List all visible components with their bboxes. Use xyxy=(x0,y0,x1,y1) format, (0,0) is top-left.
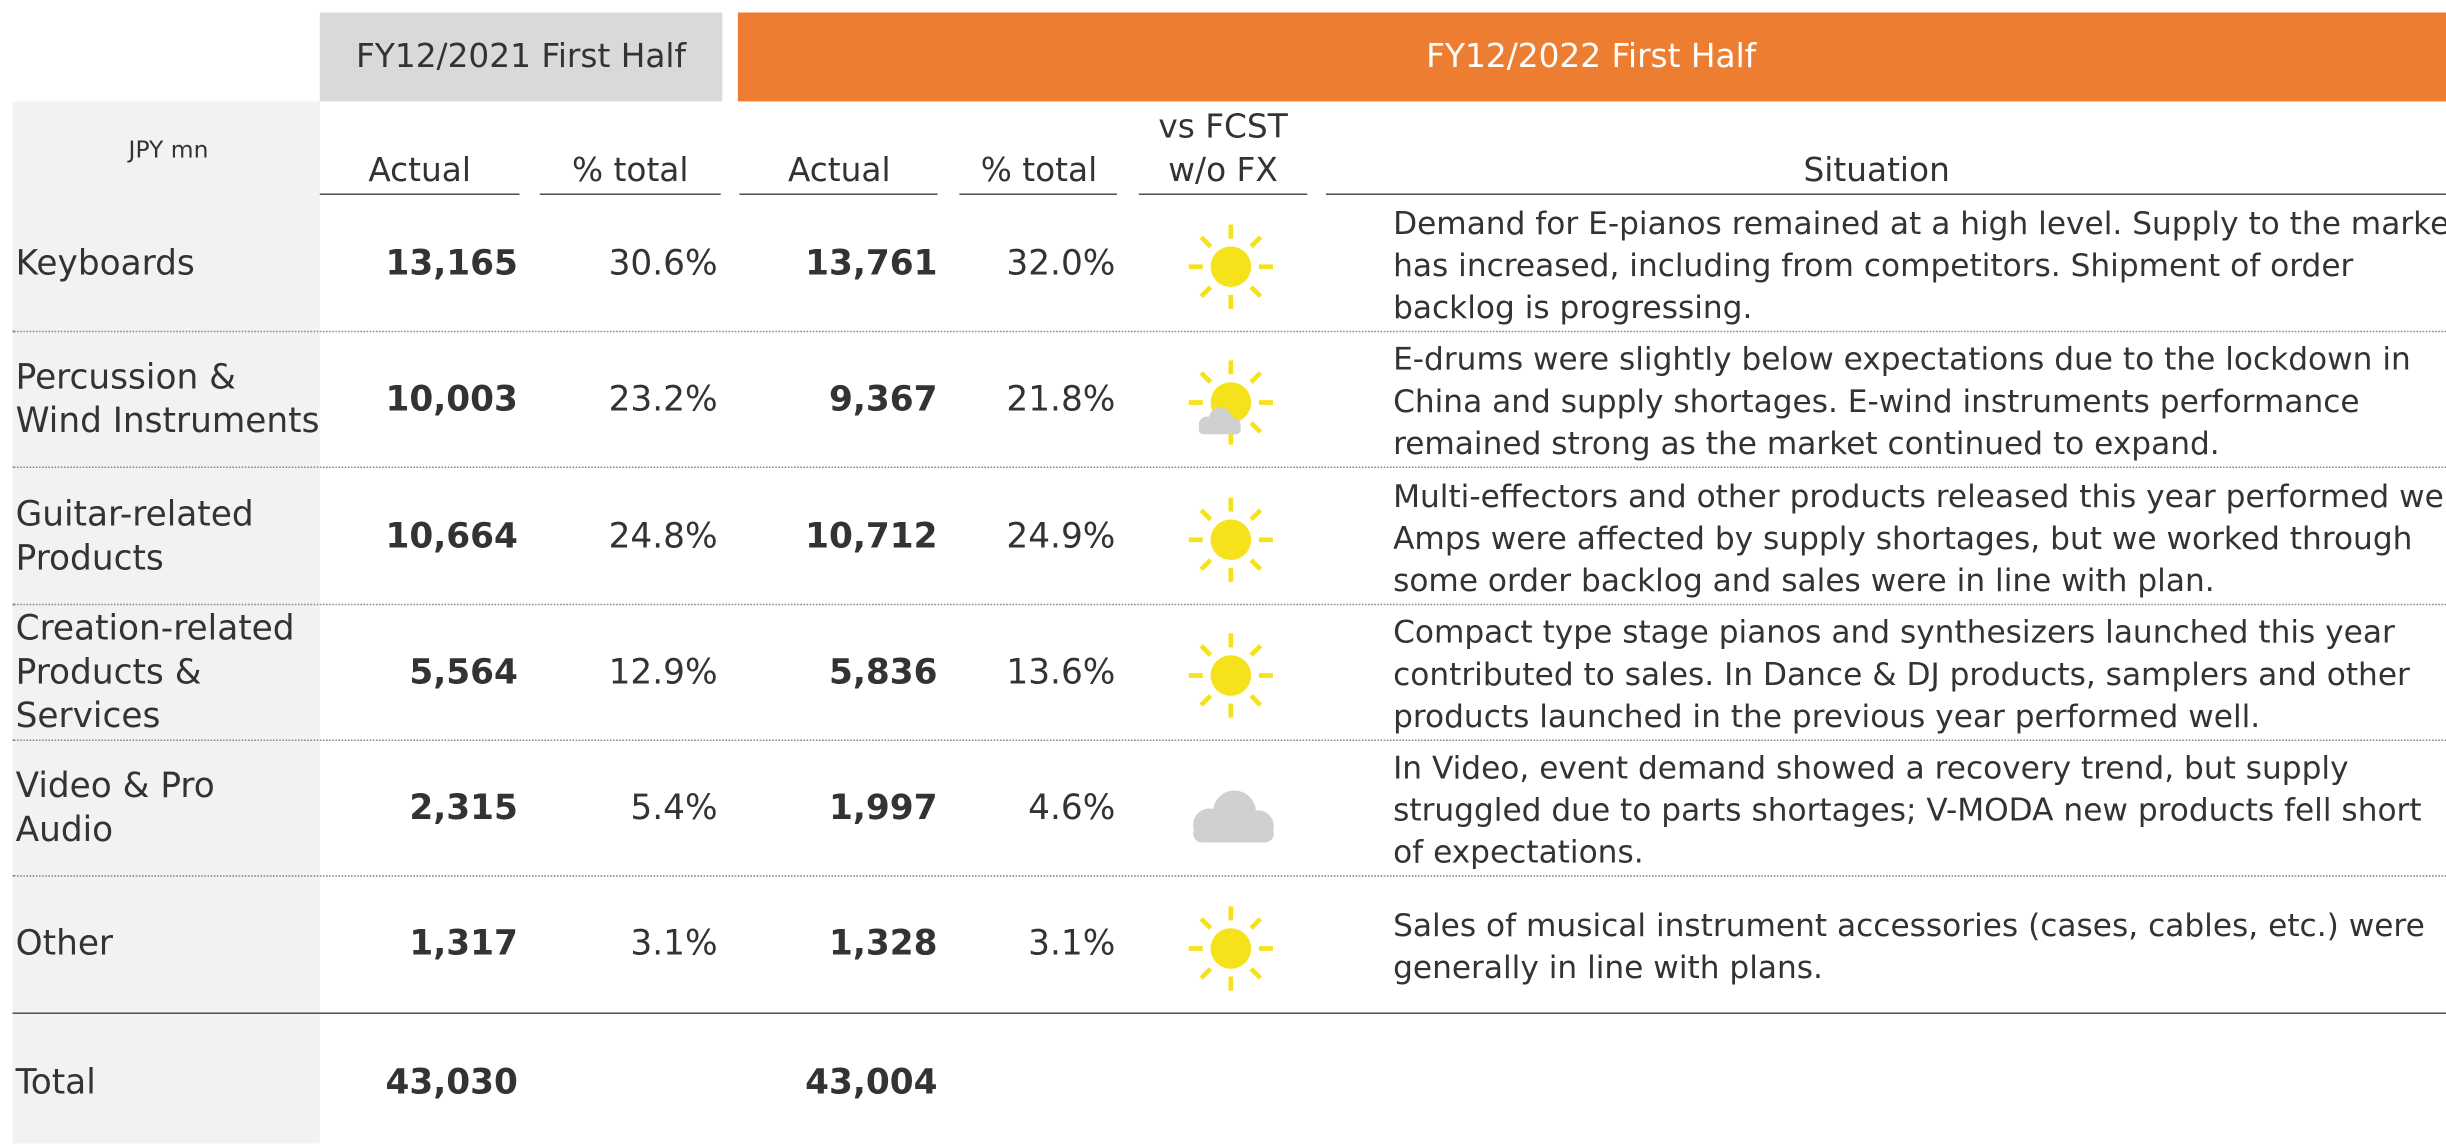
situation-text: Amps were affected by supply shortages, … xyxy=(1393,518,2413,557)
column-header: % total xyxy=(572,152,689,190)
situation-text: struggled due to parts shortages; V-MODA… xyxy=(1393,791,2422,829)
actual-value: 2,315 xyxy=(409,789,518,829)
row-label: Other xyxy=(15,925,114,965)
row-label: Services xyxy=(15,697,161,737)
forecast-icon xyxy=(1176,893,1285,1002)
column-header: Situation xyxy=(1803,152,1950,190)
row-label: Creation-related xyxy=(15,609,295,649)
row-separator xyxy=(12,466,2446,469)
actual-value: 13,761 xyxy=(805,244,938,284)
row-label: Audio xyxy=(15,811,114,851)
column-header: % total xyxy=(980,152,1098,190)
row-label: Keyboards xyxy=(15,244,195,284)
label-column-bg xyxy=(12,101,320,1144)
situation-text: Demand for E-pianos remained at a high l… xyxy=(1393,204,2446,242)
row-label: Wind Instruments xyxy=(15,402,320,442)
situation-text: Compact type stage pianos and synthesize… xyxy=(1393,612,2395,651)
forecast-icon xyxy=(1176,212,1285,321)
actual-value: 1,317 xyxy=(409,925,518,965)
share-value: 21.8% xyxy=(1006,380,1116,420)
share-value: 30.6% xyxy=(608,244,718,284)
column-underline xyxy=(959,193,1117,195)
row-label: Percussion & xyxy=(15,359,236,399)
column-underline xyxy=(319,193,520,195)
column-underline xyxy=(1138,193,1308,195)
unit-label: JPY mn xyxy=(128,135,209,164)
share-value: 24.8% xyxy=(608,517,718,557)
column-header: Actual xyxy=(787,152,891,190)
actual-value: 5,836 xyxy=(828,653,938,693)
share-value: 3.1% xyxy=(630,925,718,965)
share-value: 12.9% xyxy=(608,653,718,693)
forecast-icon xyxy=(1193,790,1274,843)
actual-value: 10,712 xyxy=(805,517,938,557)
situation-text: of expectations. xyxy=(1393,833,1644,871)
share-value: 23.2% xyxy=(608,380,718,420)
row-separator xyxy=(12,330,2446,333)
total-label: Total xyxy=(15,1063,96,1103)
group-header-2022 xyxy=(737,12,2446,102)
situation-text: remained strong as the market continued … xyxy=(1393,424,2220,463)
situation-text: generally in line with plans. xyxy=(1393,948,1823,986)
row-separator xyxy=(12,603,2446,605)
total-value: 43,004 xyxy=(805,1063,938,1103)
situation-text: products launched in the previous year p… xyxy=(1393,697,2261,735)
group-title: FY12/2022 First Half xyxy=(1426,38,1757,76)
share-value: 4.6% xyxy=(1028,789,1116,829)
situation-text: E-drums were slightly below expectations… xyxy=(1393,340,2411,378)
column-header: vs FCST xyxy=(1158,108,1288,146)
total-value: 43,030 xyxy=(385,1063,518,1103)
group-title: FY12/2021 First Half xyxy=(355,38,687,76)
situation-text: backlog is progressing. xyxy=(1393,288,1753,327)
situation-text: has increased, including from competitor… xyxy=(1393,246,2354,284)
forecast-icon xyxy=(1176,485,1285,594)
situation-text: some order backlog and sales were in lin… xyxy=(1393,560,2215,599)
row-separator xyxy=(12,739,2446,741)
row-label: Guitar-related xyxy=(15,495,254,535)
situation-text: Sales of musical instrument accessories … xyxy=(1393,906,2425,944)
row-rule xyxy=(12,1011,2446,1014)
actual-value: 5,564 xyxy=(409,653,518,693)
actual-value: 10,003 xyxy=(385,380,518,420)
column-underline xyxy=(739,193,938,195)
share-value: 32.0% xyxy=(1006,244,1116,284)
actual-value: 1,997 xyxy=(828,789,938,829)
row-separator xyxy=(12,875,2446,878)
group-header-2021 xyxy=(319,12,723,102)
column-underline xyxy=(539,193,721,195)
situation-text: China and supply shortages. E-wind instr… xyxy=(1393,382,2360,421)
forecast-icon xyxy=(1176,621,1285,730)
share-value: 13.6% xyxy=(1006,653,1116,693)
actual-value: 9,367 xyxy=(828,380,938,420)
situation-text: contributed to sales. In Dance & DJ prod… xyxy=(1393,655,2410,693)
situation-text: In Video, event demand showed a recovery… xyxy=(1393,749,2349,787)
share-value: 3.1% xyxy=(1028,925,1116,965)
actual-value: 13,165 xyxy=(385,244,518,284)
column-header: w/o FX xyxy=(1168,152,1278,190)
row-label: Products & xyxy=(15,653,202,693)
share-value: 5.4% xyxy=(630,789,718,829)
row-label: Video & Pro xyxy=(15,767,215,807)
situation-text: Multi-effectors and other products relea… xyxy=(1393,476,2446,515)
actual-value: 1,328 xyxy=(828,925,938,965)
row-label: Products xyxy=(15,538,164,578)
share-value: 24.9% xyxy=(1006,517,1116,557)
column-header: Actual xyxy=(368,152,471,190)
column-underline xyxy=(1326,193,2446,195)
actual-value: 10,664 xyxy=(385,517,518,557)
forecast-icon xyxy=(1176,348,1285,457)
